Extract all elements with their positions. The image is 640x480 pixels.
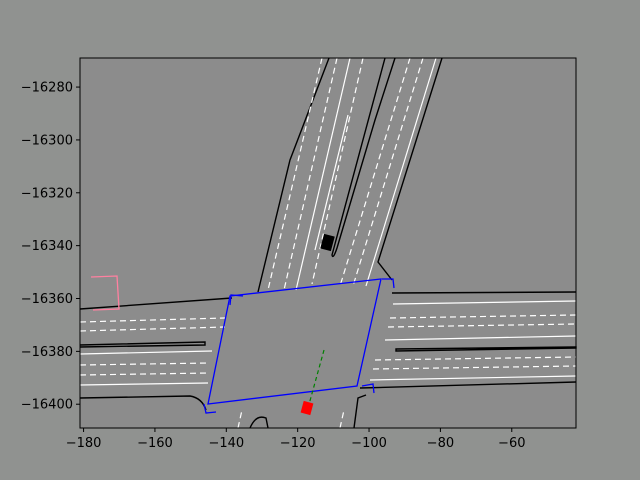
y-tick-label: −16360 <box>21 292 73 307</box>
y-tick-label: −16300 <box>21 133 73 148</box>
y-tick-label: −16380 <box>21 345 73 360</box>
other-vehicle <box>320 233 335 252</box>
lane-line <box>389 314 577 319</box>
crosswalk-marker <box>361 383 375 394</box>
y-tick-label: −16320 <box>21 186 73 201</box>
intersection-outline <box>207 278 382 405</box>
road-edge <box>249 416 269 429</box>
lane-line <box>79 362 211 366</box>
lane-line <box>387 323 577 328</box>
lane-line <box>384 335 577 341</box>
intersection <box>203 278 395 414</box>
lane-line <box>79 350 213 355</box>
road-edge <box>391 291 577 294</box>
lane-line <box>79 317 226 323</box>
road-edge <box>79 297 233 310</box>
lane-line <box>79 372 211 376</box>
lane-line <box>372 365 577 370</box>
road-edge <box>79 341 206 348</box>
lane-line <box>314 114 349 251</box>
crosswalk-marker <box>229 294 244 306</box>
x-tick-label: −160 <box>137 436 173 451</box>
x-tick-label: −180 <box>66 436 102 451</box>
lane-line <box>369 375 577 381</box>
lane-line <box>311 57 364 285</box>
lane-line <box>237 409 243 429</box>
x-axis: −180 −160 −140 −120 −100 −80 −60 <box>66 428 525 451</box>
x-tick-label: −120 <box>280 436 316 451</box>
x-tick-label: −140 <box>208 436 244 451</box>
x-tick-label: −100 <box>351 436 387 451</box>
lane-line <box>295 57 351 291</box>
x-tick-label: −80 <box>427 436 454 451</box>
y-tick-label: −16340 <box>21 239 73 254</box>
lane-line <box>365 57 437 287</box>
x-tick-label: −60 <box>498 436 525 451</box>
lane-line <box>392 300 577 305</box>
lane-line <box>374 356 577 361</box>
road-edge <box>257 57 330 293</box>
crosswalk-marker <box>203 403 217 414</box>
lane-line <box>339 409 345 429</box>
road-edge <box>331 57 396 258</box>
y-tick-label: −16280 <box>21 81 73 96</box>
road-edge <box>359 381 577 389</box>
pedestrian-area <box>90 275 120 311</box>
y-tick-label: −16400 <box>21 398 73 413</box>
ego-vehicle <box>300 400 314 416</box>
crosswalk-marker <box>382 278 395 289</box>
axes-frame <box>79 57 577 429</box>
y-axis: −16280 −16300 −16320 −16340 −16360 −16380 −164… <box>21 81 80 413</box>
ego-trajectory <box>307 349 325 409</box>
road-edge <box>377 57 443 281</box>
road-edge <box>353 394 367 429</box>
lane-line <box>79 326 226 332</box>
lane-line <box>79 382 209 386</box>
